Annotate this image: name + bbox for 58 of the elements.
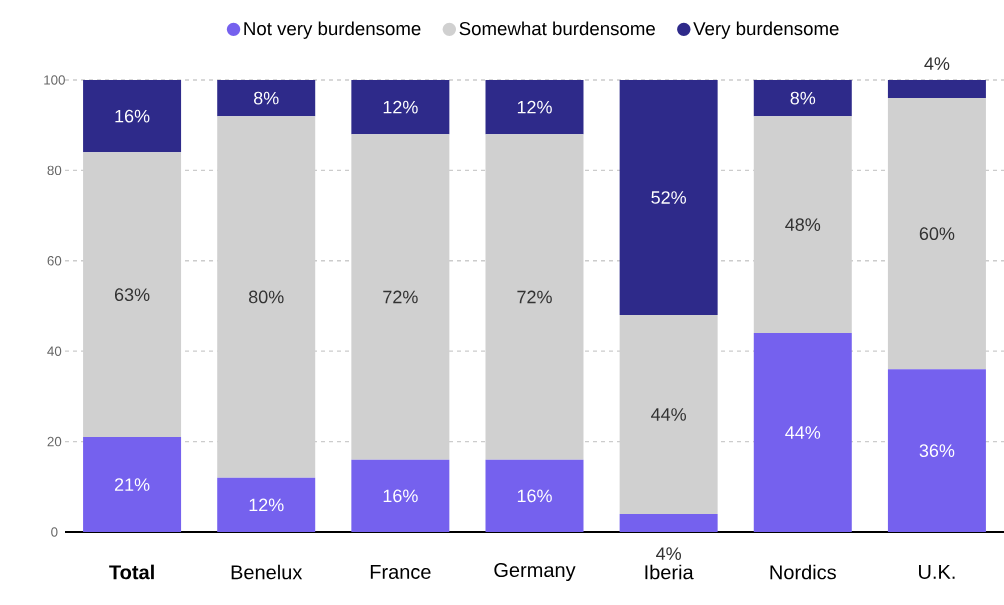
x-tick-label: U.K. (919, 565, 955, 579)
y-tick-label: 20 (47, 436, 62, 447)
data-label: 60% (919, 227, 955, 241)
data-label: 8% (253, 91, 279, 105)
x-tick-label: Iberia (645, 564, 694, 580)
y-tick-label: 60 (47, 256, 62, 266)
bar (887, 79, 986, 99)
y-tick-label: 100 (44, 75, 65, 85)
data-label: 8% (790, 91, 816, 105)
data-label: 12% (249, 498, 284, 512)
bar (217, 116, 316, 478)
bar (887, 98, 986, 370)
bar (485, 79, 584, 135)
bar (217, 79, 316, 117)
bar (351, 79, 450, 135)
bar (619, 79, 718, 316)
x-tick-label: France (370, 565, 431, 579)
bar (485, 459, 584, 532)
data-label: 4% (924, 57, 950, 70)
data-label: 72% (383, 290, 418, 304)
legend-label: Not very burdensome (244, 21, 421, 39)
data-label: 52% (651, 191, 687, 204)
y-tick-label: 80 (47, 165, 62, 176)
legend-label: Very burdensome (693, 21, 839, 39)
data-label: 72% (517, 290, 552, 304)
bar (351, 134, 450, 460)
x-tick-label: Nordics (770, 564, 836, 580)
data-label: 16% (115, 109, 150, 123)
bar (83, 437, 182, 532)
x-tick-label: Benelux (231, 564, 303, 580)
data-label: 16% (383, 489, 418, 503)
bar (619, 315, 718, 514)
data-label: 4% (656, 547, 682, 560)
data-label: 12% (517, 100, 552, 114)
bar (217, 477, 316, 532)
bar (753, 333, 852, 532)
data-label: 16% (517, 489, 552, 503)
y-tick-label: 40 (47, 346, 62, 356)
data-label: 44% (651, 408, 687, 421)
bar (83, 79, 182, 153)
data-label: 44% (785, 426, 821, 439)
x-tick-label: Germany (494, 562, 576, 582)
x-tick-label: Total (109, 564, 154, 580)
bar (351, 459, 450, 532)
data-label: 80% (248, 290, 284, 304)
y-tick-label: 0 (51, 527, 58, 537)
bar (619, 513, 718, 532)
bar (753, 79, 852, 117)
data-label: 63% (114, 288, 150, 302)
data-label: 21% (114, 478, 150, 491)
legend-label: Somewhat burdensome (459, 21, 655, 36)
data-label: 12% (383, 100, 418, 114)
bar (485, 134, 584, 460)
bar (83, 152, 182, 438)
data-label: 48% (785, 218, 821, 231)
data-label: 36% (919, 444, 955, 457)
bar (753, 116, 852, 334)
bar (887, 369, 986, 532)
